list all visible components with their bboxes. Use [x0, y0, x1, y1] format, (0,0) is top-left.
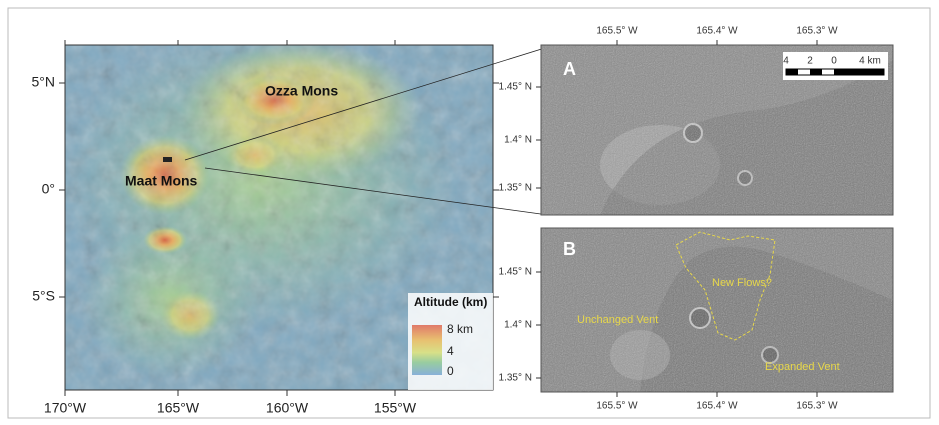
y-tick-label: 1.35° N	[499, 183, 532, 194]
legend-label: 4	[447, 344, 454, 358]
x-tick-label: 170°W	[44, 400, 87, 416]
feature-label: Ozza Mons	[265, 83, 338, 99]
annotation: Expanded Vent	[765, 361, 840, 373]
scale-label: 0	[831, 56, 837, 67]
figure: 170°W 165°W 160°W 155°W 5°N 0° 5°S Ozza …	[0, 0, 939, 425]
x-tick-label: 165°W	[157, 400, 200, 416]
x-tick-label: 165.5° W	[596, 26, 638, 37]
y-tick-label: 1.4° N	[504, 135, 532, 146]
radar-panel-b	[541, 228, 893, 392]
scale-label: 4	[783, 56, 789, 67]
feature-label: Maat Mons	[125, 173, 198, 189]
panel-letter: B	[563, 239, 576, 259]
x-tick-label: 160°W	[266, 400, 309, 416]
x-tick-label: 165.4° W	[696, 401, 738, 412]
scale-label: 4 km	[859, 56, 881, 67]
legend-label: 8 km	[447, 322, 473, 336]
x-tick-label: 165.3° W	[796, 401, 838, 412]
legend-title: Altitude (km)	[414, 295, 487, 309]
legend: Altitude (km) 8 km 4 0	[408, 293, 493, 390]
x-tick-label: 165.5° W	[596, 401, 638, 412]
scale-label: 2	[807, 56, 813, 67]
x-tick-label: 155°W	[374, 400, 417, 416]
annotation: New Flows?	[712, 277, 772, 289]
legend-label: 0	[447, 364, 454, 378]
annotation: Unchanged Vent	[577, 314, 658, 326]
y-tick-label: 5°S	[32, 288, 55, 304]
y-tick-label: 1.35° N	[499, 373, 532, 384]
x-tick-label: 165.3° W	[796, 26, 838, 37]
panel-letter: A	[563, 59, 576, 79]
y-tick-label: 1.45° N	[499, 82, 532, 93]
x-tick-label: 165.4° W	[696, 26, 738, 37]
y-tick-label: 1.4° N	[504, 320, 532, 331]
y-tick-label: 5°N	[32, 74, 56, 90]
y-tick-label: 1.45° N	[499, 267, 532, 278]
y-tick-label: 0°	[42, 181, 55, 197]
